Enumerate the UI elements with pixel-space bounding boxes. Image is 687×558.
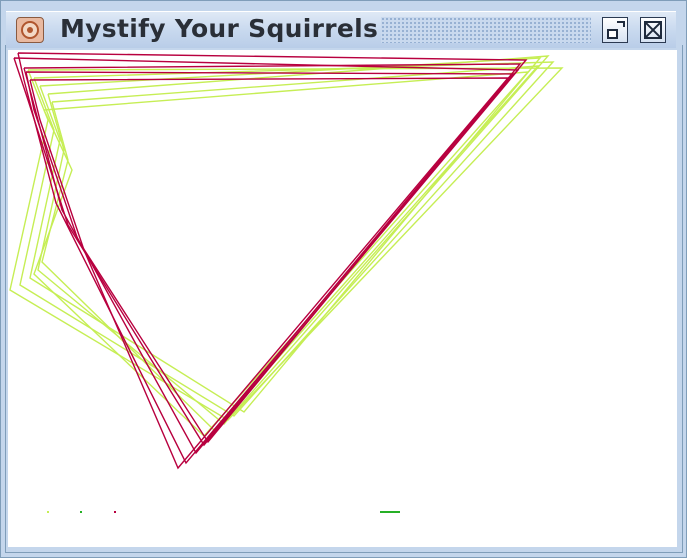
window-title: Mystify Your Squirrels [60,14,379,43]
squirrel-glyph-icon [21,21,39,39]
mystify-polygon-crimson [13,57,520,447]
close-button[interactable] [640,17,666,43]
mystify-polygon-lime [33,71,530,438]
mystify-mark [47,511,49,513]
restore-back-icon [617,21,625,27]
mystify-polygon-crimson [17,52,528,465]
squirrel-app-icon[interactable] [16,17,44,43]
mystify-polygon-lime [19,61,555,417]
restore-icon [607,29,618,39]
frame-border-bottom [5,552,683,553]
mystify-polygon-lime [9,67,564,421]
frame-border-left [5,45,6,553]
mystify-mark [114,511,116,513]
mystify-drawing [9,52,564,513]
close-box-icon [644,21,662,39]
mystify-polygon-lime [37,55,550,425]
mystify-mark [380,511,400,513]
mystify-canvas[interactable] [8,50,677,547]
mystify-polygon-crimson [25,71,515,444]
mystify-polygon-lime [41,65,540,432]
mystify-polygon-crimson [23,63,522,455]
title-bar-drag-grip[interactable] [381,17,591,43]
restore-button[interactable] [602,17,628,43]
mystify-polygon-crimson [29,77,510,470]
mystify-mark [80,511,82,513]
frame-border-right [682,45,683,553]
